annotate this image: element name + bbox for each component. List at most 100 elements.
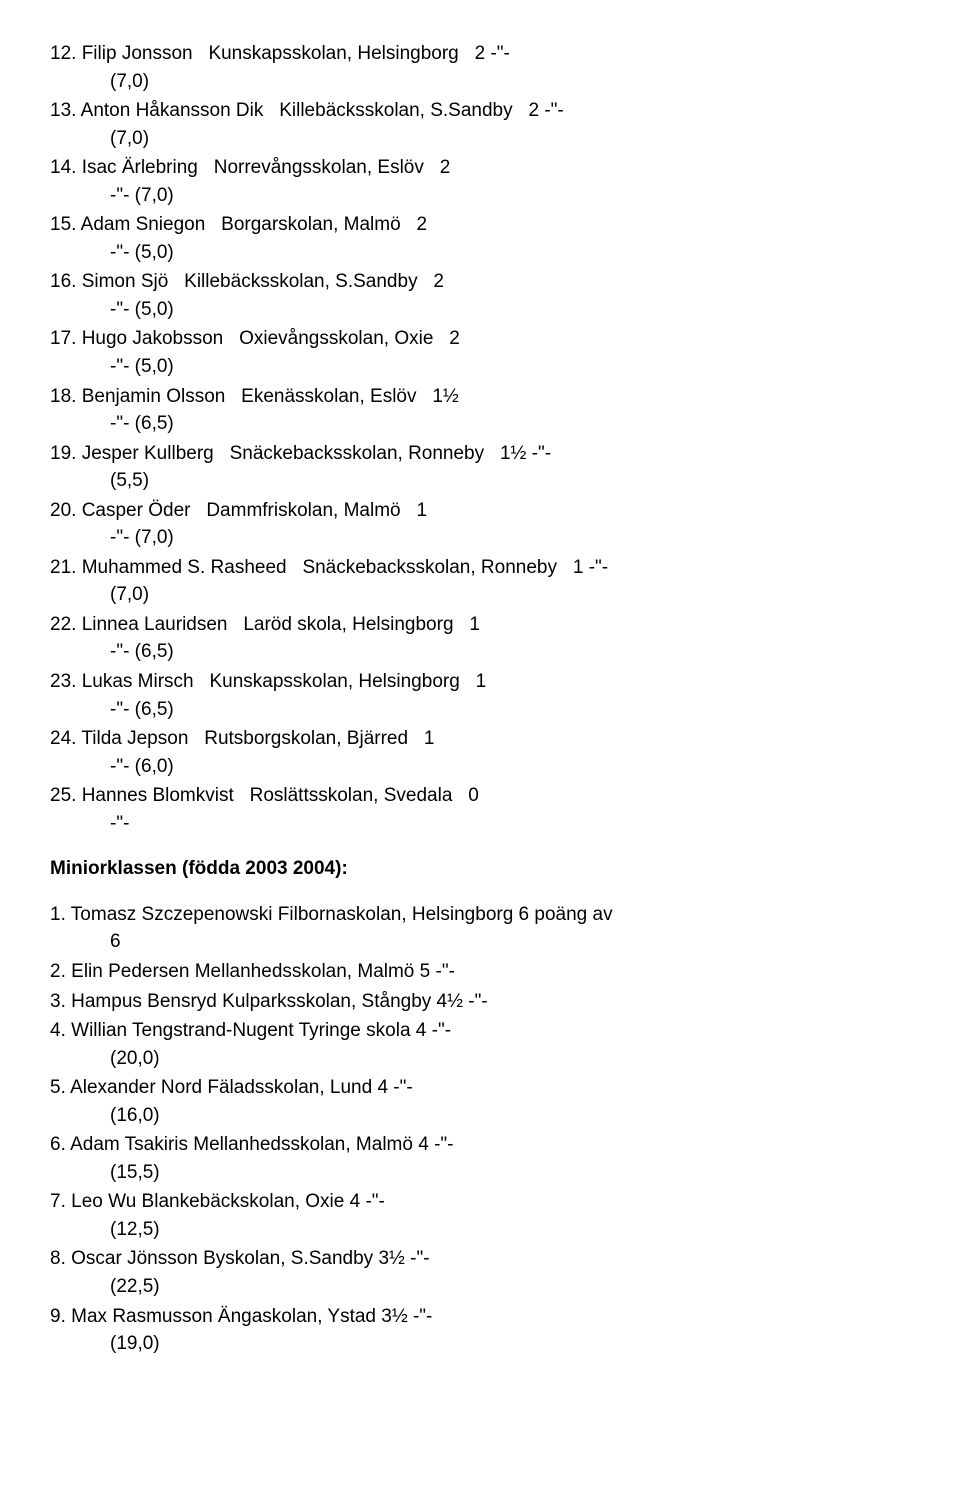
row-tiebreak: -"- (5,0) [110, 356, 174, 377]
row-school: Kunskapsskolan, Helsingborg [208, 43, 458, 64]
row-tiebreak: -"- (6,5) [110, 699, 174, 720]
result-line2: -"- (7,0) [50, 182, 910, 210]
row-content: Tomasz Szczepenowski Filbornaskolan, Hel… [71, 904, 613, 925]
row-number: 20. [50, 500, 76, 521]
result-row: 17. Hugo Jakobsson Oxievångsskolan, Oxie… [50, 325, 910, 380]
row-number: 21. [50, 557, 76, 578]
row-score: 2 [433, 271, 444, 292]
result-row: 24. Tilda Jepson Rutsborgskolan, Bjärred… [50, 725, 910, 780]
result-line1: 24. Tilda Jepson Rutsborgskolan, Bjärred… [50, 725, 910, 753]
row-school: Borgarskolan, Malmö [221, 214, 401, 235]
row-school: Rutsborgskolan, Bjärred [204, 728, 408, 749]
result-line2: (15,5) [50, 1159, 910, 1187]
result-line2: (16,0) [50, 1102, 910, 1130]
result-row: 4. Willian Tengstrand-Nugent Tyringe sko… [50, 1017, 910, 1072]
row-tiebreak: (20,0) [110, 1048, 160, 1069]
row-tiebreak: -"- (7,0) [110, 527, 174, 548]
row-score: 1 [573, 557, 584, 578]
row-content: Simon Sjö [82, 271, 169, 292]
result-line2: (19,0) [50, 1330, 910, 1358]
result-line1: 21. Muhammed S. Rasheed Snäckebacksskola… [50, 554, 910, 582]
row-number: 23. [50, 671, 76, 692]
row-number: 22. [50, 614, 76, 635]
row-score: 2 [440, 157, 451, 178]
row-score: 1 [476, 671, 487, 692]
result-line1: 13. Anton Håkansson Dik Killebäcksskolan… [50, 97, 910, 125]
row-content: Hugo Jakobsson [82, 328, 224, 349]
row-school: Kunskapsskolan, Helsingborg [209, 671, 459, 692]
row-tiebreak: (7,0) [110, 71, 149, 92]
result-line1: 14. Isac Ärlebring Norrevångsskolan, Esl… [50, 154, 910, 182]
result-line1: 8. Oscar Jönsson Byskolan, S.Sandby 3½ -… [50, 1245, 910, 1273]
row-score: 1½ [500, 443, 526, 464]
row-content: Elin Pedersen Mellanhedsskolan, Malmö 5 … [71, 961, 455, 982]
result-row: 15. Adam Sniegon Borgarskolan, Malmö 2-"… [50, 211, 910, 266]
row-content: Hampus Bensryd Kulparksskolan, Stångby 4… [71, 991, 488, 1012]
row-number: 9. [50, 1306, 66, 1327]
row-score: 1 [416, 500, 427, 521]
row-school: Roslättsskolan, Svedala [250, 785, 453, 806]
row-number: 7. [50, 1191, 66, 1212]
row-suffix: -"- [589, 557, 608, 578]
result-row: 21. Muhammed S. Rasheed Snäckebacksskola… [50, 554, 910, 609]
row-content: Hannes Blomkvist [82, 785, 234, 806]
result-line2: 6 [50, 928, 910, 956]
row-tiebreak: (19,0) [110, 1333, 160, 1354]
row-score: 2 [475, 43, 486, 64]
row-content: Adam Tsakiris Mellanhedsskolan, Malmö 4 … [70, 1134, 453, 1155]
row-content: Adam Sniegon [81, 214, 206, 235]
section-heading: Miniorklassen (födda 2003 2004): [50, 855, 910, 883]
result-line1: 23. Lukas Mirsch Kunskapsskolan, Helsing… [50, 668, 910, 696]
row-tiebreak: 6 [110, 931, 121, 952]
row-number: 25. [50, 785, 76, 806]
result-line2: (7,0) [50, 68, 910, 96]
result-line1: 3. Hampus Bensryd Kulparksskolan, Stångb… [50, 988, 910, 1016]
row-school: Killebäcksskolan, S.Sandby [184, 271, 417, 292]
row-school: Oxievångsskolan, Oxie [239, 328, 433, 349]
row-content: Leo Wu Blankebäckskolan, Oxie 4 -"- [71, 1191, 385, 1212]
row-score: 2 [528, 100, 539, 121]
row-number: 12. [50, 43, 76, 64]
row-number: 1. [50, 904, 66, 925]
result-row: 22. Linnea Lauridsen Laröd skola, Helsin… [50, 611, 910, 666]
row-number: 3. [50, 991, 66, 1012]
result-line1: 9. Max Rasmusson Ängaskolan, Ystad 3½ -"… [50, 1303, 910, 1331]
row-content: Filip Jonsson [82, 43, 193, 64]
result-line2: (20,0) [50, 1045, 910, 1073]
row-number: 5. [50, 1077, 66, 1098]
row-tiebreak: -"- (5,0) [110, 299, 174, 320]
row-number: 18. [50, 386, 76, 407]
result-line1: 6. Adam Tsakiris Mellanhedsskolan, Malmö… [50, 1131, 910, 1159]
result-row: 3. Hampus Bensryd Kulparksskolan, Stångb… [50, 988, 910, 1016]
row-number: 14. [50, 157, 76, 178]
row-content: Oscar Jönsson Byskolan, S.Sandby 3½ -"- [71, 1248, 429, 1269]
result-row: 23. Lukas Mirsch Kunskapsskolan, Helsing… [50, 668, 910, 723]
row-content: Tilda Jepson [81, 728, 188, 749]
row-score: 2 [417, 214, 428, 235]
result-line1: 17. Hugo Jakobsson Oxievångsskolan, Oxie… [50, 325, 910, 353]
row-content: Jesper Kullberg [82, 443, 214, 464]
row-content: Lukas Mirsch [82, 671, 194, 692]
result-line1: 25. Hannes Blomkvist Roslättsskolan, Sve… [50, 782, 910, 810]
row-tiebreak: (5,5) [110, 470, 149, 491]
result-row: 19. Jesper Kullberg Snäckebacksskolan, R… [50, 440, 910, 495]
row-school: Dammfriskolan, Malmö [206, 500, 400, 521]
result-line2: -"- [50, 810, 910, 838]
row-school: Snäckebacksskolan, Ronneby [302, 557, 557, 578]
result-row: 2. Elin Pedersen Mellanhedsskolan, Malmö… [50, 958, 910, 986]
result-line1: 18. Benjamin Olsson Ekenässkolan, Eslöv … [50, 383, 910, 411]
row-tiebreak: -"- (6,5) [110, 413, 174, 434]
row-number: 15. [50, 214, 76, 235]
row-content: Linnea Lauridsen [82, 614, 228, 635]
row-number: 17. [50, 328, 76, 349]
row-content: Casper Öder [82, 500, 191, 521]
result-row: 1. Tomasz Szczepenowski Filbornaskolan, … [50, 901, 910, 956]
result-row: 6. Adam Tsakiris Mellanhedsskolan, Malmö… [50, 1131, 910, 1186]
row-score: 0 [468, 785, 479, 806]
row-school: Ekenässkolan, Eslöv [241, 386, 416, 407]
result-line2: -"- (6,5) [50, 638, 910, 666]
result-line1: 22. Linnea Lauridsen Laröd skola, Helsin… [50, 611, 910, 639]
row-content: Anton Håkansson Dik [81, 100, 264, 121]
result-line2: -"- (5,0) [50, 296, 910, 324]
row-tiebreak: (7,0) [110, 584, 149, 605]
